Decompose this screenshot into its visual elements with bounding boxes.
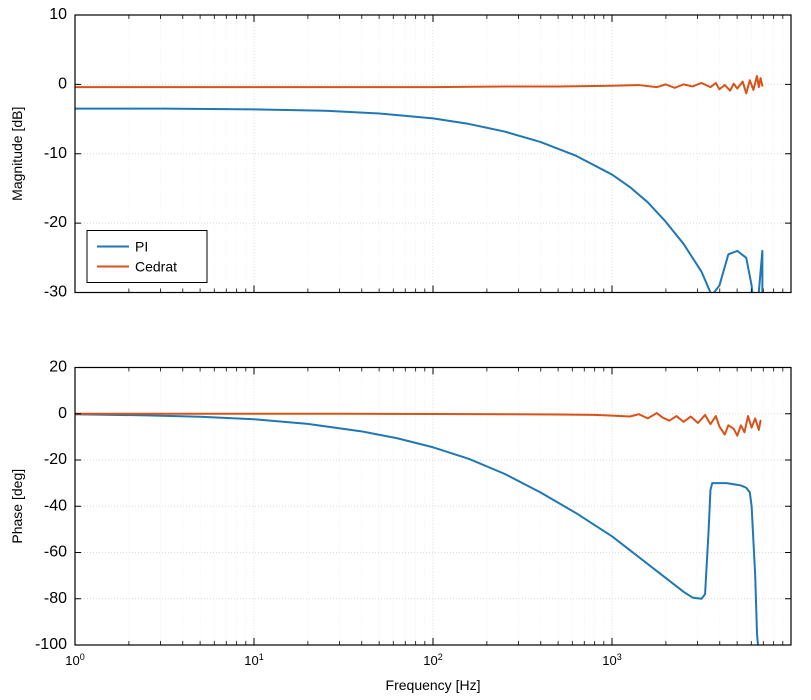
ytick-label: -10 (44, 145, 67, 162)
ytick-label: -60 (44, 544, 67, 561)
ytick-label: 0 (58, 405, 67, 422)
xlabel: Frequency [Hz] (386, 677, 481, 693)
ytick-label: -30 (44, 284, 67, 301)
ytick-label: 20 (49, 359, 67, 376)
ytick-label: -20 (44, 451, 67, 468)
ylabel: Phase [deg] (9, 469, 25, 544)
ylabel: Magnitude [dB] (9, 107, 25, 201)
ytick-label: -40 (44, 497, 67, 514)
ytick-label: 10 (49, 6, 67, 23)
ytick-label: -100 (35, 636, 67, 653)
legend-label: PI (135, 239, 148, 255)
ytick-label: 0 (58, 75, 67, 92)
ytick-label: -80 (44, 590, 67, 607)
legend-label: Cedrat (135, 259, 177, 275)
ytick-label: -20 (44, 214, 67, 231)
